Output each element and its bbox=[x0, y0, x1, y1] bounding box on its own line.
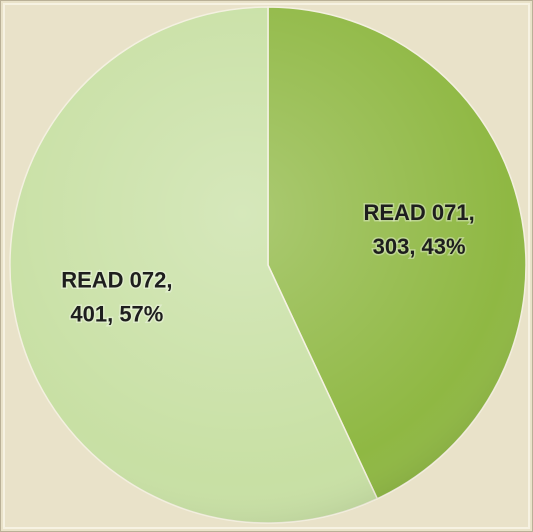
data-label: 401, 57% bbox=[70, 301, 163, 326]
data-labels: READ 071, 303, 43% READ 072, 401, 57% bbox=[60, 199, 477, 328]
pie bbox=[9, 6, 527, 524]
data-label: 303, 43% bbox=[373, 234, 466, 259]
chart-border bbox=[3, 3, 530, 529]
data-label: READ 071, bbox=[363, 200, 474, 225]
data-label: READ 072, bbox=[61, 267, 172, 292]
